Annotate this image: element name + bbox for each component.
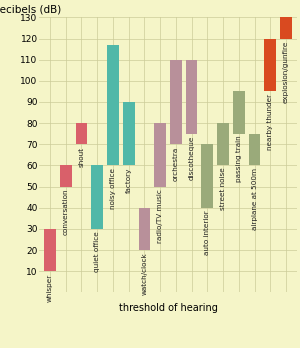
Bar: [186, 60, 197, 134]
Text: passing train: passing train: [236, 136, 242, 182]
Text: noisy office: noisy office: [110, 167, 116, 208]
Text: radio/TV music: radio/TV music: [157, 189, 163, 243]
Text: orchestra: orchestra: [173, 147, 179, 181]
Text: street noise: street noise: [220, 167, 226, 210]
Text: shout: shout: [79, 147, 85, 167]
Text: watch/clock: watch/clock: [141, 252, 147, 295]
Text: explosion/gunfire: explosion/gunfire: [283, 41, 289, 103]
Bar: [201, 144, 213, 208]
Bar: [170, 60, 182, 144]
Bar: [280, 17, 292, 39]
Bar: [107, 45, 119, 165]
Bar: [44, 229, 56, 271]
Text: discotheque: discotheque: [189, 136, 195, 180]
Bar: [76, 123, 87, 144]
Text: factory: factory: [126, 167, 132, 193]
Bar: [217, 123, 229, 165]
Bar: [91, 165, 103, 229]
Text: conversation: conversation: [63, 189, 69, 235]
Bar: [123, 102, 135, 165]
Bar: [60, 165, 72, 187]
Bar: [233, 92, 245, 134]
Text: airplane at 500m: airplane at 500m: [251, 167, 257, 230]
Text: quiet office: quiet office: [94, 231, 100, 272]
Text: auto interior: auto interior: [204, 210, 210, 255]
Text: whisper: whisper: [47, 273, 53, 301]
Bar: [154, 123, 166, 187]
Text: nearby thunder: nearby thunder: [267, 94, 273, 150]
Text: threshold of hearing: threshold of hearing: [118, 303, 218, 313]
Text: decibels (dB): decibels (dB): [0, 5, 61, 15]
Bar: [264, 39, 276, 92]
Bar: [139, 208, 150, 250]
Bar: [249, 134, 260, 165]
